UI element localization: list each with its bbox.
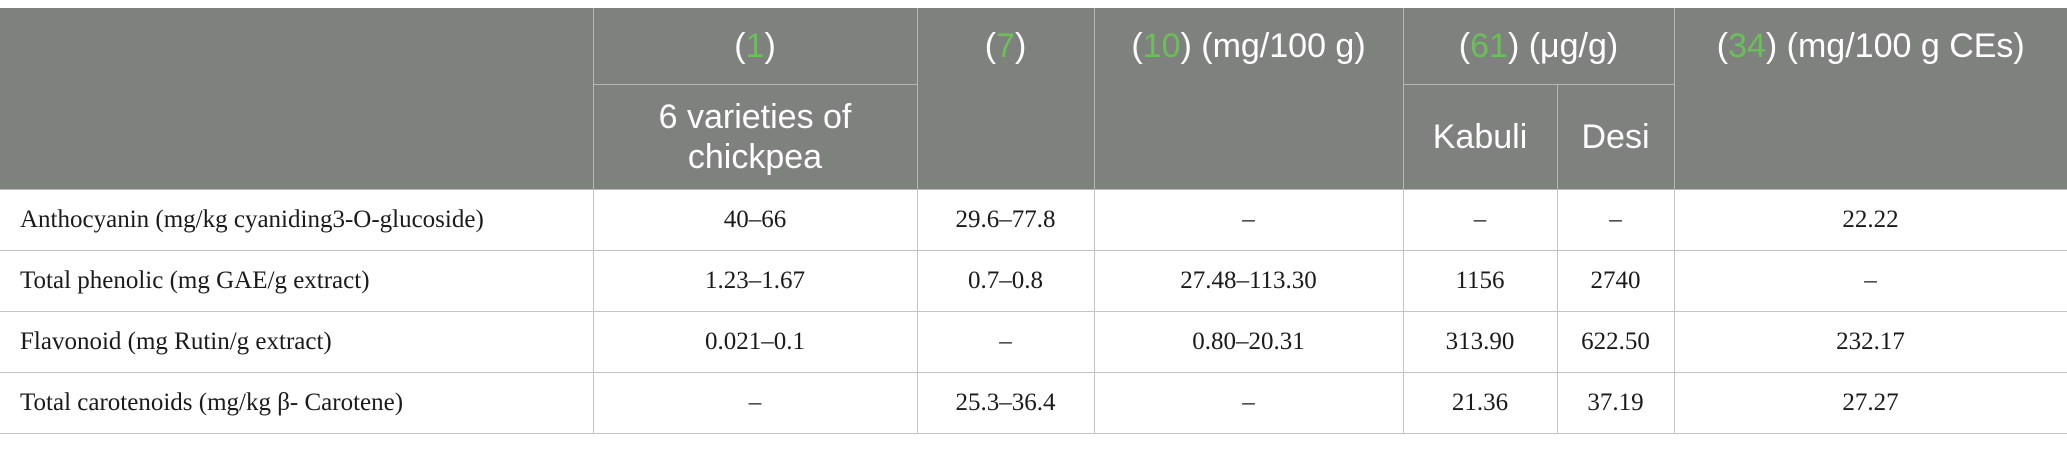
citation-link[interactable]: 61 bbox=[1470, 27, 1508, 65]
cell: 25.3–36.4 bbox=[916, 372, 1094, 434]
table-row: Flavonoid (mg Rutin/g extract) 0.021–0.1… bbox=[0, 311, 2067, 373]
table-row: Anthocyanin (mg/kg cyaniding3-O-glucosid… bbox=[0, 189, 2067, 251]
citation-link[interactable]: 34 bbox=[1728, 27, 1766, 65]
citation-link[interactable]: 7 bbox=[996, 27, 1015, 65]
header-subrow: 6 varieties of chickpea Kabuli Desi bbox=[0, 84, 2067, 190]
cell: 40–66 bbox=[592, 189, 917, 251]
header-ref-1: (1) bbox=[592, 8, 917, 85]
row-label: Anthocyanin (mg/kg cyaniding3-O-glucosid… bbox=[0, 189, 593, 251]
header-ref-34: (34) (mg/100 g CEs) bbox=[1673, 8, 2067, 190]
table-row: Total carotenoids (mg/kg β- Carotene) – … bbox=[0, 372, 2067, 434]
cell: 27.27 bbox=[1673, 372, 2067, 434]
cell: 0.7–0.8 bbox=[916, 250, 1094, 312]
cell: – bbox=[592, 372, 917, 434]
table-body: Anthocyanin (mg/kg cyaniding3-O-glucosid… bbox=[0, 189, 2067, 434]
cell: 232.17 bbox=[1673, 311, 2067, 373]
header-ref-7: (7) bbox=[916, 8, 1094, 190]
table-header: (1) (7) (10) (mg/100 g) (61) (μg/g) (34)… bbox=[0, 8, 2067, 190]
table-row: Total phenolic (mg GAE/g extract) 1.23–1… bbox=[0, 250, 2067, 312]
cell: 37.19 bbox=[1556, 372, 1674, 434]
citation-link[interactable]: 1 bbox=[745, 27, 765, 65]
cell: 21.36 bbox=[1402, 372, 1557, 434]
header-ref-10: (10) (mg/100 g) bbox=[1093, 8, 1403, 190]
cell: 0.021–0.1 bbox=[592, 311, 917, 373]
row-label: Total carotenoids (mg/kg β- Carotene) bbox=[0, 372, 593, 434]
cell: – bbox=[1673, 250, 2067, 312]
cell: 1156 bbox=[1402, 250, 1557, 312]
header-sub-desi: Desi bbox=[1556, 84, 1674, 190]
row-label: Total phenolic (mg GAE/g extract) bbox=[0, 250, 593, 312]
cell: 2740 bbox=[1556, 250, 1674, 312]
header-sub-kabuli: Kabuli bbox=[1402, 84, 1557, 190]
data-table: (1) (7) (10) (mg/100 g) (61) (μg/g) (34)… bbox=[0, 8, 2067, 434]
cell: – bbox=[1093, 372, 1403, 434]
cell: 29.6–77.8 bbox=[916, 189, 1094, 251]
header-empty-cell bbox=[0, 8, 593, 190]
cell: 313.90 bbox=[1402, 311, 1557, 373]
citation-link[interactable]: 10 bbox=[1142, 27, 1181, 65]
cell: – bbox=[1402, 189, 1557, 251]
header-ref-61: (61) (μg/g) bbox=[1402, 8, 1674, 85]
cell: 1.23–1.67 bbox=[592, 250, 917, 312]
cell: – bbox=[1093, 189, 1403, 251]
cell: 0.80–20.31 bbox=[1093, 311, 1403, 373]
cell: 22.22 bbox=[1673, 189, 2067, 251]
cell: 622.50 bbox=[1556, 311, 1674, 373]
cell: – bbox=[916, 311, 1094, 373]
cell: – bbox=[1556, 189, 1674, 251]
cell: 27.48–113.30 bbox=[1093, 250, 1403, 312]
header-row: (1) (7) (10) (mg/100 g) (61) (μg/g) (34)… bbox=[0, 8, 2067, 190]
row-label: Flavonoid (mg Rutin/g extract) bbox=[0, 311, 593, 373]
header-sub-varieties: 6 varieties of chickpea bbox=[592, 84, 917, 190]
